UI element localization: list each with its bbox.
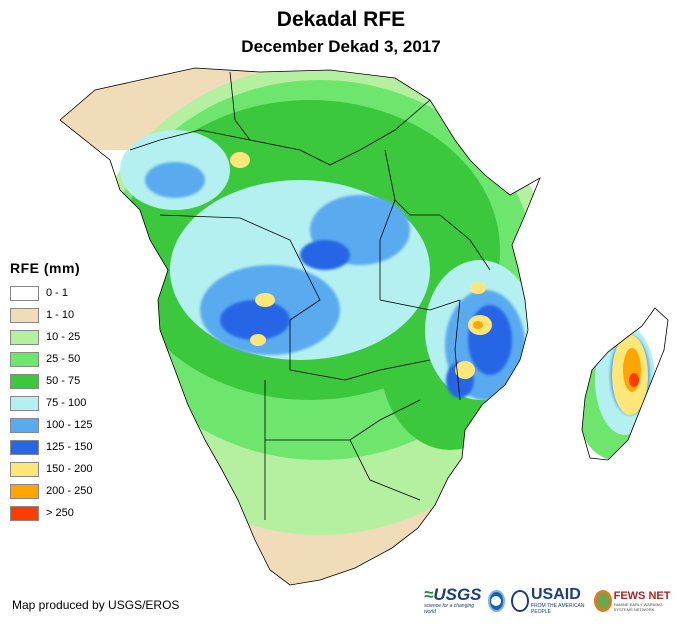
usgs-tagline: science for a changing world [424,603,475,615]
legend-item: 50 - 75 [10,370,92,392]
legend-item: 100 - 125 [10,414,92,436]
legend-swatch [10,417,39,433]
legend-swatch [10,351,39,367]
legend-label: > 250 [46,507,74,519]
legend-item: 1 - 10 [10,304,92,326]
legend-item: 200 - 250 [10,480,92,502]
usaid-logo-text: USAID [530,585,581,603]
fewsnet-globe-icon [593,589,612,612]
legend-item: 10 - 25 [10,326,92,348]
credit-text: Map produced by USGS/EROS [12,598,180,612]
legend-swatch [10,285,39,301]
legend-label: 100 - 125 [46,419,93,431]
legend-swatch [10,439,39,455]
usaid-seal-icon [511,589,529,612]
usgs-logo: ≈USGS science for a changing world [424,585,482,615]
legend-label: 150 - 200 [46,463,93,475]
legend-label: 125 - 150 [46,441,93,453]
legend-swatch [10,373,39,389]
logo-bar: ≈USGS science for a changing world USAID… [424,586,682,615]
legend-swatch [10,395,39,411]
fewsnet-logo-text: FEWS NET [613,589,671,602]
usgs-logo-text: USGS [433,585,482,604]
legend-item: 0 - 1 [10,282,92,304]
legend-label: 0 - 1 [46,287,69,299]
legend-item: 25 - 50 [10,348,92,370]
legend-item: 75 - 100 [10,392,92,414]
legend-item: 150 - 200 [10,458,92,480]
legend-label: 1 - 10 [46,309,75,321]
legend-label: 10 - 25 [46,331,81,343]
legend-swatch [10,461,39,477]
rainfall-field [60,68,655,585]
map-subtitle: December Dekad 3, 2017 [241,37,441,56]
fewsnet-tagline: FAMINE EARLY WARNING SYSTEMS NETWORK [613,601,663,612]
usaid-tagline: FROM THE AMERICAN PEOPLE [530,602,585,615]
legend-swatch [10,505,39,521]
noaa-logo [487,589,506,612]
legend-swatch [10,483,39,499]
fewsnet-logo: FEWS NET FAMINE EARLY WARNING SYSTEMS NE… [593,589,682,612]
map-title: Dekadal RFE [276,8,406,31]
legend-title: RFE (mm) [10,260,81,276]
legend-label: 75 - 100 [46,397,87,409]
usaid-logo: USAID FROM THE AMERICAN PEOPLE [511,585,587,615]
legend-swatch [10,329,39,345]
legend-label: 25 - 50 [46,353,81,365]
legend-item: 125 - 150 [10,436,92,458]
map-legend: RFE (mm) 0 - 1 1 - 10 10 - 25 25 - 50 50 - 7… [10,260,92,524]
legend-label: 200 - 250 [46,485,93,497]
legend-label: 50 - 75 [46,375,81,387]
country-borders [59,67,669,586]
legend-item: > 250 [10,502,92,524]
legend-swatch [10,307,39,323]
